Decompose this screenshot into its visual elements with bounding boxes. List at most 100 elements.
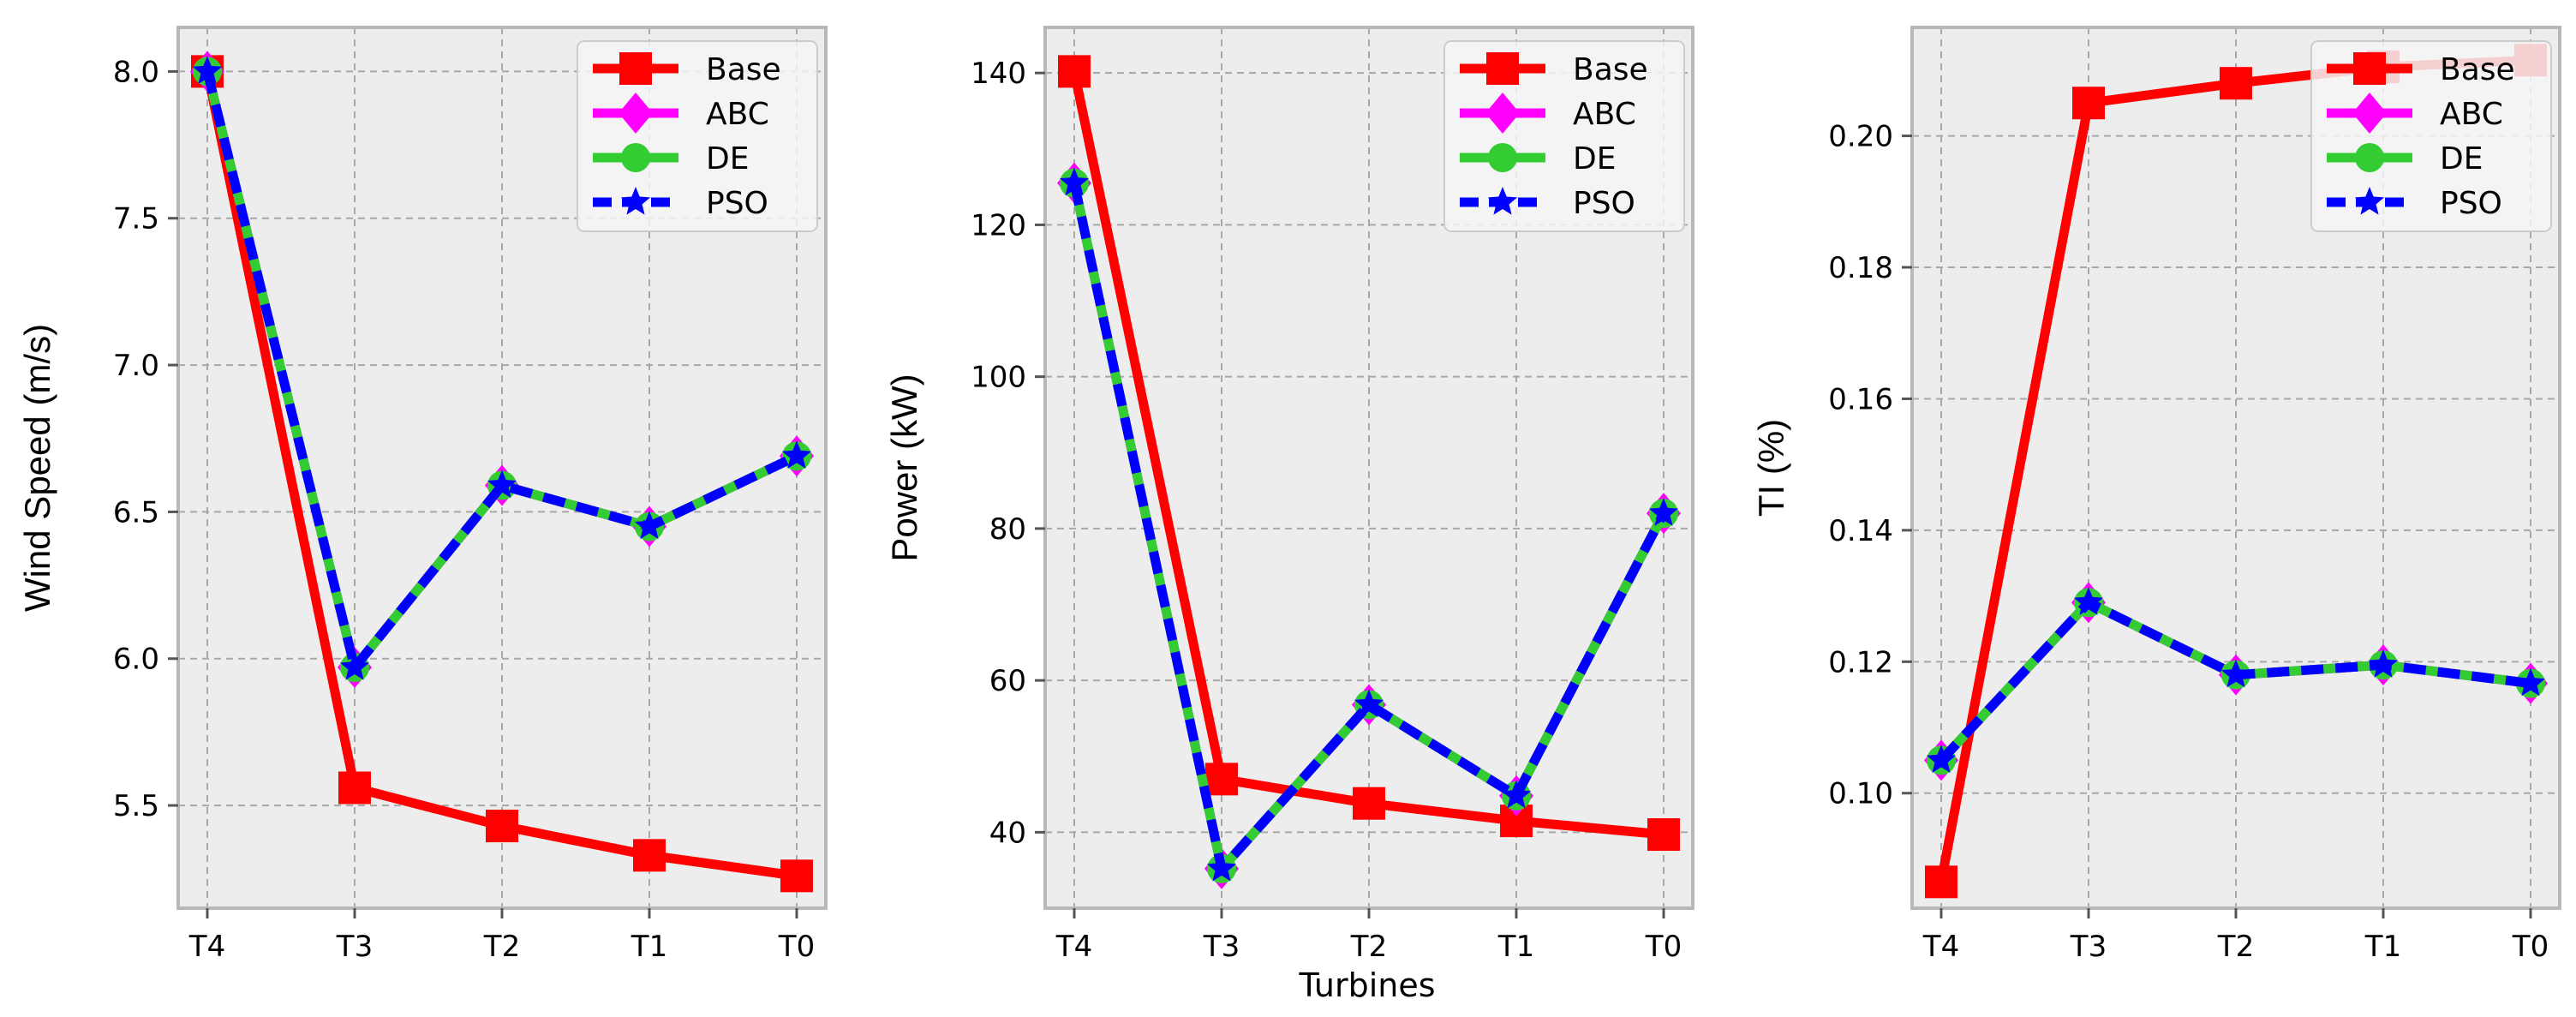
wind-speed-legend-marker-de (621, 143, 650, 172)
turbulence-intensity-ytick-label: 0.16 (1828, 382, 1893, 416)
power-legend-label-base: Base (1573, 52, 1648, 87)
power-ytick-label: 60 (989, 664, 1026, 698)
turbulence-intensity-point-pso-T2 (2220, 659, 2251, 688)
wind-speed-ytick-label: 7.0 (113, 349, 159, 383)
power-legend-marker-de (1488, 143, 1517, 172)
power-ytick-label: 120 (971, 208, 1026, 242)
power-ytick-label: 40 (989, 816, 1026, 850)
wind-speed-point-base-T3 (338, 771, 371, 805)
power-point-pso-T3 (1206, 852, 1237, 882)
turbulence-intensity-series (1924, 44, 2548, 899)
power-xtick-label: T1 (1497, 930, 1534, 964)
turbulence-intensity-ytick-label: 0.20 (1828, 120, 1893, 154)
power-series (1057, 55, 1681, 889)
power-xtick-label: T2 (1350, 930, 1387, 964)
turbulence-intensity-point-pso-T3 (2073, 587, 2104, 615)
power-panel: 40 60 80 100 120 140 T4 T3 T2 T1 T0 Power (kW) Base A… (884, 26, 1694, 964)
turbulence-intensity-xtick-label: T0 (2512, 930, 2549, 964)
turbulence-intensity-xtick-label: T4 (1922, 930, 1959, 964)
subplots: 5.5 6.0 6.5 7.0 7.5 8.0 T4 T3 T2 T1 T0 Wind Speed (… (17, 26, 2561, 964)
power-legend-box (1443, 40, 1685, 232)
turbulence-intensity-panel: 0.10 0.12 0.14 0.16 0.18 0.20 T4 T3 T2 T1 T0 TI (%)… (1751, 26, 2561, 964)
wind-speed-legend-label-de: DE (706, 141, 749, 176)
power-ytick-label: 80 (989, 512, 1026, 547)
turbulence-intensity-xtick-label: T2 (2217, 930, 2254, 964)
power-legend-marker-pso (1487, 187, 1518, 215)
turbulence-intensity-xtick-label: T1 (2364, 930, 2401, 964)
wind-speed-y-axis-label: Wind Speed (m/s) (17, 324, 57, 612)
turbulence-intensity-legend-marker-base (2353, 52, 2386, 85)
wind-speed-point-pso-T2 (487, 470, 517, 499)
wind-speed-panel: 5.5 6.0 6.5 7.0 7.5 8.0 T4 T3 T2 T1 T0 Wind Speed (… (17, 26, 828, 964)
power-line-pso (1069, 182, 1668, 874)
turbulence-intensity-legend-label-pso: PSO (2440, 186, 2502, 221)
power-legend-marker-base (1486, 52, 1519, 85)
wind-speed-xtick-label: T3 (336, 930, 373, 964)
wind-speed-point-pso-T1 (634, 511, 665, 540)
wind-speed-legend-label-base: Base (706, 52, 781, 87)
wind-speed-series (190, 51, 814, 893)
turbulence-intensity-point-base-T4 (1925, 865, 1957, 899)
wind-speed-xtick-label: T2 (483, 930, 520, 964)
turbulence-intensity-legend-label-abc: ABC (2440, 97, 2503, 132)
power-point-base-T2 (1353, 787, 1385, 820)
wind-speed-ytick-label: 7.5 (113, 202, 159, 236)
wind-speed-point-pso-T4 (192, 56, 223, 84)
wind-speed-point-pso-T0 (781, 440, 812, 469)
wind-speed-point-base-T2 (486, 810, 518, 843)
turbulence-intensity-ytick-label: 0.10 (1828, 777, 1893, 811)
power-ytick-label: 100 (971, 361, 1026, 395)
power-point-pso-T1 (1501, 780, 1532, 809)
wind-speed-point-base-T1 (633, 839, 666, 872)
wind-speed-legend-label-abc: ABC (706, 97, 769, 132)
wind-speed-ytick-label: 5.5 (113, 789, 159, 823)
turbulence-intensity-xtick-label: T3 (2070, 930, 2107, 964)
power-xtick-label: T0 (1645, 930, 1682, 964)
wind-speed-ytick-label: 6.0 (113, 643, 159, 677)
turbulence-intensity-point-base-T2 (2220, 67, 2252, 100)
shared-x-axis-label: Turbines (1298, 966, 1435, 1004)
wind-speed-point-base-T0 (780, 859, 813, 893)
turbulence-intensity-legend-label-base: Base (2440, 52, 2515, 87)
turbulence-intensity-point-pso-T1 (2368, 649, 2399, 678)
turbulence-intensity-legend-marker-pso (2354, 187, 2385, 215)
wind-speed-legend: Base ABC DE PSO (577, 40, 818, 232)
wind-speed-ytick-label: 8.0 (113, 55, 159, 89)
power-legend-label-abc: ABC (1573, 97, 1636, 132)
wind-speed-legend-label-pso: PSO (706, 186, 768, 221)
wind-speed-xtick-label: T1 (631, 930, 667, 964)
wind-speed-legend-box (577, 40, 818, 232)
power-point-pso-T0 (1648, 498, 1679, 526)
power-legend-marker-abc (1485, 93, 1520, 134)
power-point-base-T3 (1205, 763, 1238, 796)
turbulence-intensity-ytick-label: 0.18 (1828, 251, 1893, 285)
wind-speed-legend-marker-pso (620, 187, 651, 215)
turbulence-intensity-y-axis-label: TI (%) (1751, 419, 1791, 517)
turbulence-intensity-legend-marker-de (2355, 143, 2384, 172)
power-legend-label-pso: PSO (1573, 186, 1635, 221)
turbulence-intensity-legend-box (2310, 40, 2552, 232)
turbulence-intensity-point-pso-T0 (2515, 667, 2546, 697)
power-point-pso-T2 (1354, 689, 1384, 718)
power-legend: Base ABC DE PSO (1443, 40, 1685, 232)
power-xtick-label: T4 (1055, 930, 1092, 964)
wind-speed-ytick-label: 6.5 (113, 495, 159, 529)
wind-speed-legend-marker-abc (619, 93, 653, 134)
turbulence-intensity-point-base-T3 (2072, 87, 2105, 120)
turbulence-intensity-legend-marker-abc (2352, 93, 2387, 134)
turbulence-intensity-point-pso-T4 (1926, 745, 1957, 773)
turbulence-intensity-ytick-label: 0.12 (1828, 645, 1893, 679)
wind-speed-point-pso-T3 (339, 652, 370, 680)
wind-speed-xtick-label: T4 (188, 930, 225, 964)
turbulence-intensity-ytick-label: 0.14 (1828, 514, 1893, 548)
power-legend-label-de: DE (1573, 141, 1616, 176)
wind-speed-xtick-label: T0 (778, 930, 815, 964)
power-ytick-label: 140 (971, 57, 1026, 91)
power-xtick-label: T3 (1203, 930, 1240, 964)
turbulence-intensity-legend-label-de: DE (2440, 141, 2483, 176)
turbulence-intensity-legend: Base ABC DE PSO (2310, 40, 2552, 232)
power-y-axis-label: Power (kW) (884, 374, 924, 561)
power-point-base-T0 (1647, 818, 1680, 852)
power-point-pso-T4 (1059, 167, 1090, 196)
